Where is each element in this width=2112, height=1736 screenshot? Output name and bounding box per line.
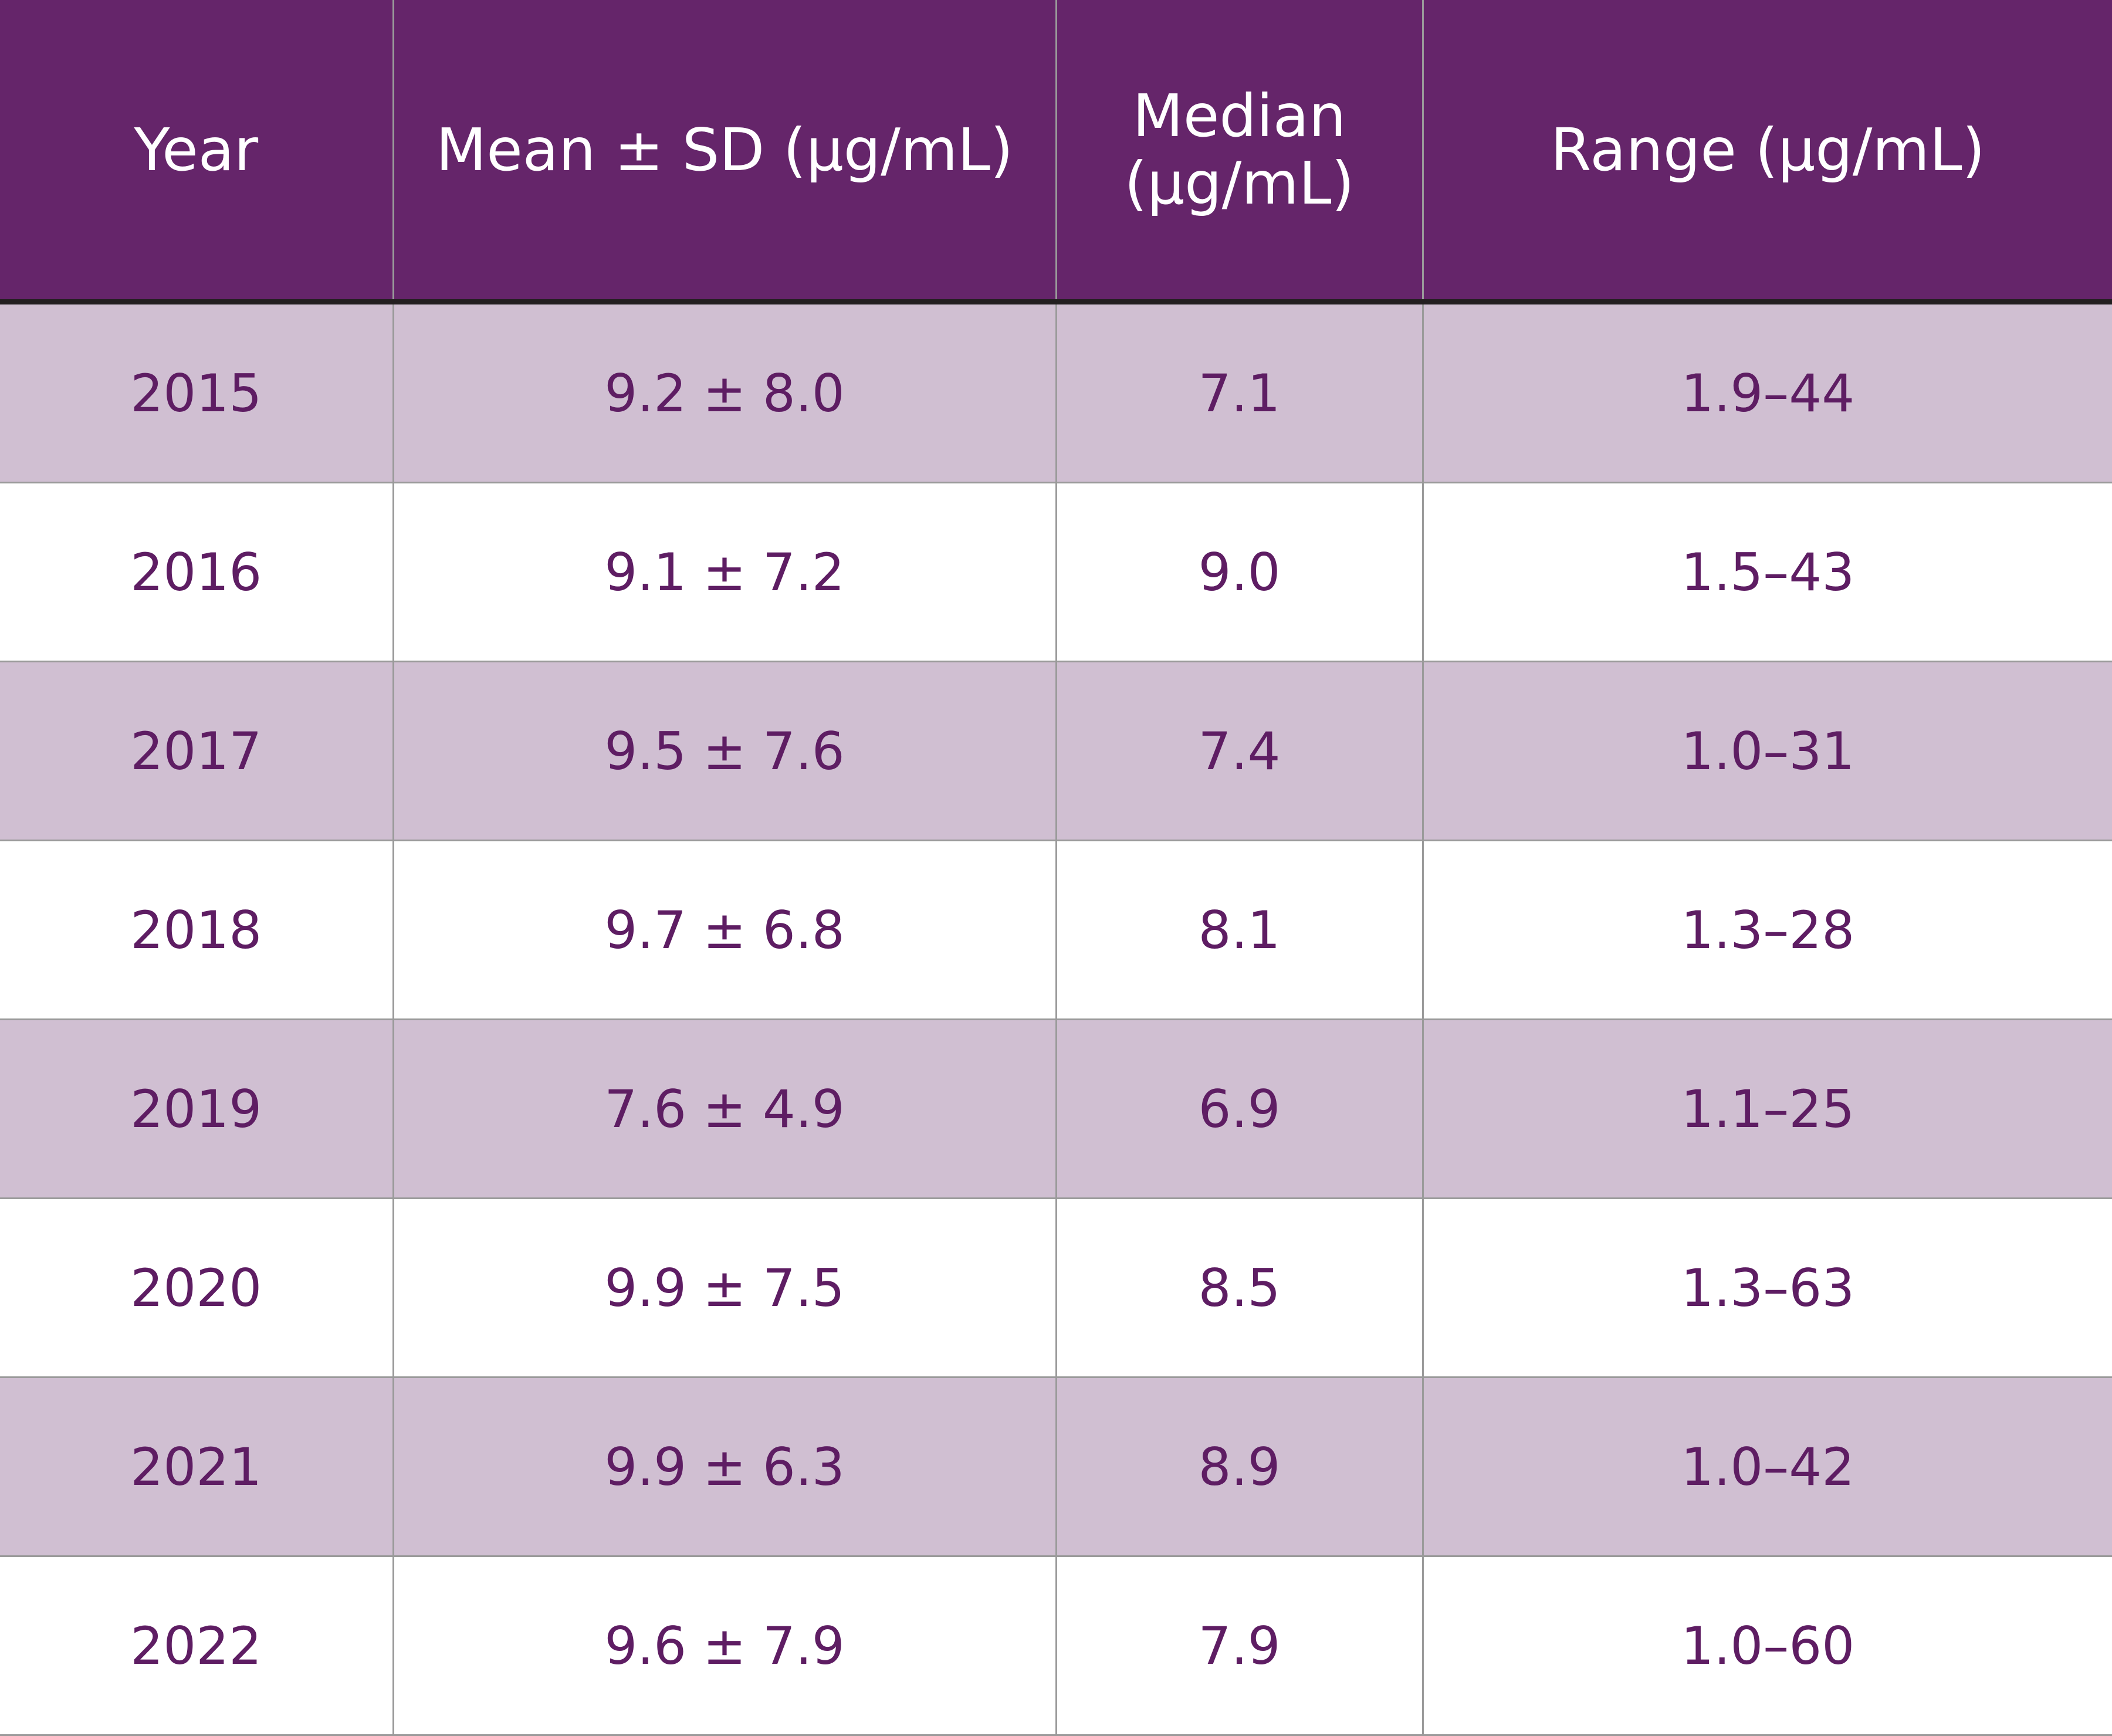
table-row: 2020 9.9 ± 7.5 8.5 1.3–63 [0, 1198, 2112, 1378]
column-header: Mean ± SD (µg/mL) [393, 0, 1057, 304]
table-cell: 2016 [0, 482, 394, 662]
table-cell: 7.6 ± 4.9 [393, 1019, 1057, 1199]
table-cell: 1.5–43 [1423, 482, 2112, 662]
table-cell: 1.0–60 [1423, 1556, 2112, 1736]
table-row: 2019 7.6 ± 4.9 6.9 1.1–25 [0, 1019, 2112, 1199]
table-cell: 7.9 [1056, 1556, 1424, 1736]
column-header: Year [0, 0, 394, 304]
table-cell: 1.3–63 [1423, 1198, 2112, 1378]
table-cell: 9.6 ± 7.9 [393, 1556, 1057, 1736]
table-cell: 2015 [0, 302, 394, 483]
table-row: 2021 9.9 ± 6.3 8.9 1.0–42 [0, 1377, 2112, 1557]
header-row: Year Mean ± SD (µg/mL) Median (µg/mL) Range… [0, 0, 2112, 304]
table-cell: 1.9–44 [1423, 302, 2112, 483]
table-row: 2017 9.5 ± 7.6 7.4 1.0–31 [0, 661, 2112, 841]
table-cell: 2021 [0, 1377, 394, 1557]
column-header: Median (µg/mL) [1056, 0, 1424, 304]
table-cell: 7.4 [1056, 661, 1424, 841]
table-cell: 9.0 [1056, 482, 1424, 662]
table-cell: 2022 [0, 1556, 394, 1736]
table-cell: 1.3–28 [1423, 840, 2112, 1020]
table-cell: 1.1–25 [1423, 1019, 2112, 1199]
table-cell: 9.9 ± 6.3 [393, 1377, 1057, 1557]
table-cell: 8.9 [1056, 1377, 1424, 1557]
table-row: 2022 9.6 ± 7.9 7.9 1.0–60 [0, 1556, 2112, 1736]
table-cell: 2017 [0, 661, 394, 841]
table-cell: 9.1 ± 7.2 [393, 482, 1057, 662]
table-cell: 9.5 ± 7.6 [393, 661, 1057, 841]
table-cell: 8.5 [1056, 1198, 1424, 1378]
table-row: 2015 9.2 ± 8.0 7.1 1.9–44 [0, 302, 2112, 483]
table-body: 2015 9.2 ± 8.0 7.1 1.9–44 2016 9.1 ± 7.2 9.0 1.… [0, 302, 2112, 1736]
table-cell: 2019 [0, 1019, 394, 1199]
table-row: 2018 9.7 ± 6.8 8.1 1.3–28 [0, 840, 2112, 1020]
table-row: 2016 9.1 ± 7.2 9.0 1.5–43 [0, 482, 2112, 662]
table-cell: 9.9 ± 7.5 [393, 1198, 1057, 1378]
table-cell: 6.9 [1056, 1019, 1424, 1199]
table-cell: 2018 [0, 840, 394, 1020]
table-cell: 8.1 [1056, 840, 1424, 1020]
column-header: Range (µg/mL) [1423, 0, 2112, 304]
table-cell: 2020 [0, 1198, 394, 1378]
table-cell: 9.2 ± 8.0 [393, 302, 1057, 483]
table-cell: 7.1 [1056, 302, 1424, 483]
table-cell: 9.7 ± 6.8 [393, 840, 1057, 1020]
table-cell: 1.0–42 [1423, 1377, 2112, 1557]
table-cell: 1.0–31 [1423, 661, 2112, 841]
